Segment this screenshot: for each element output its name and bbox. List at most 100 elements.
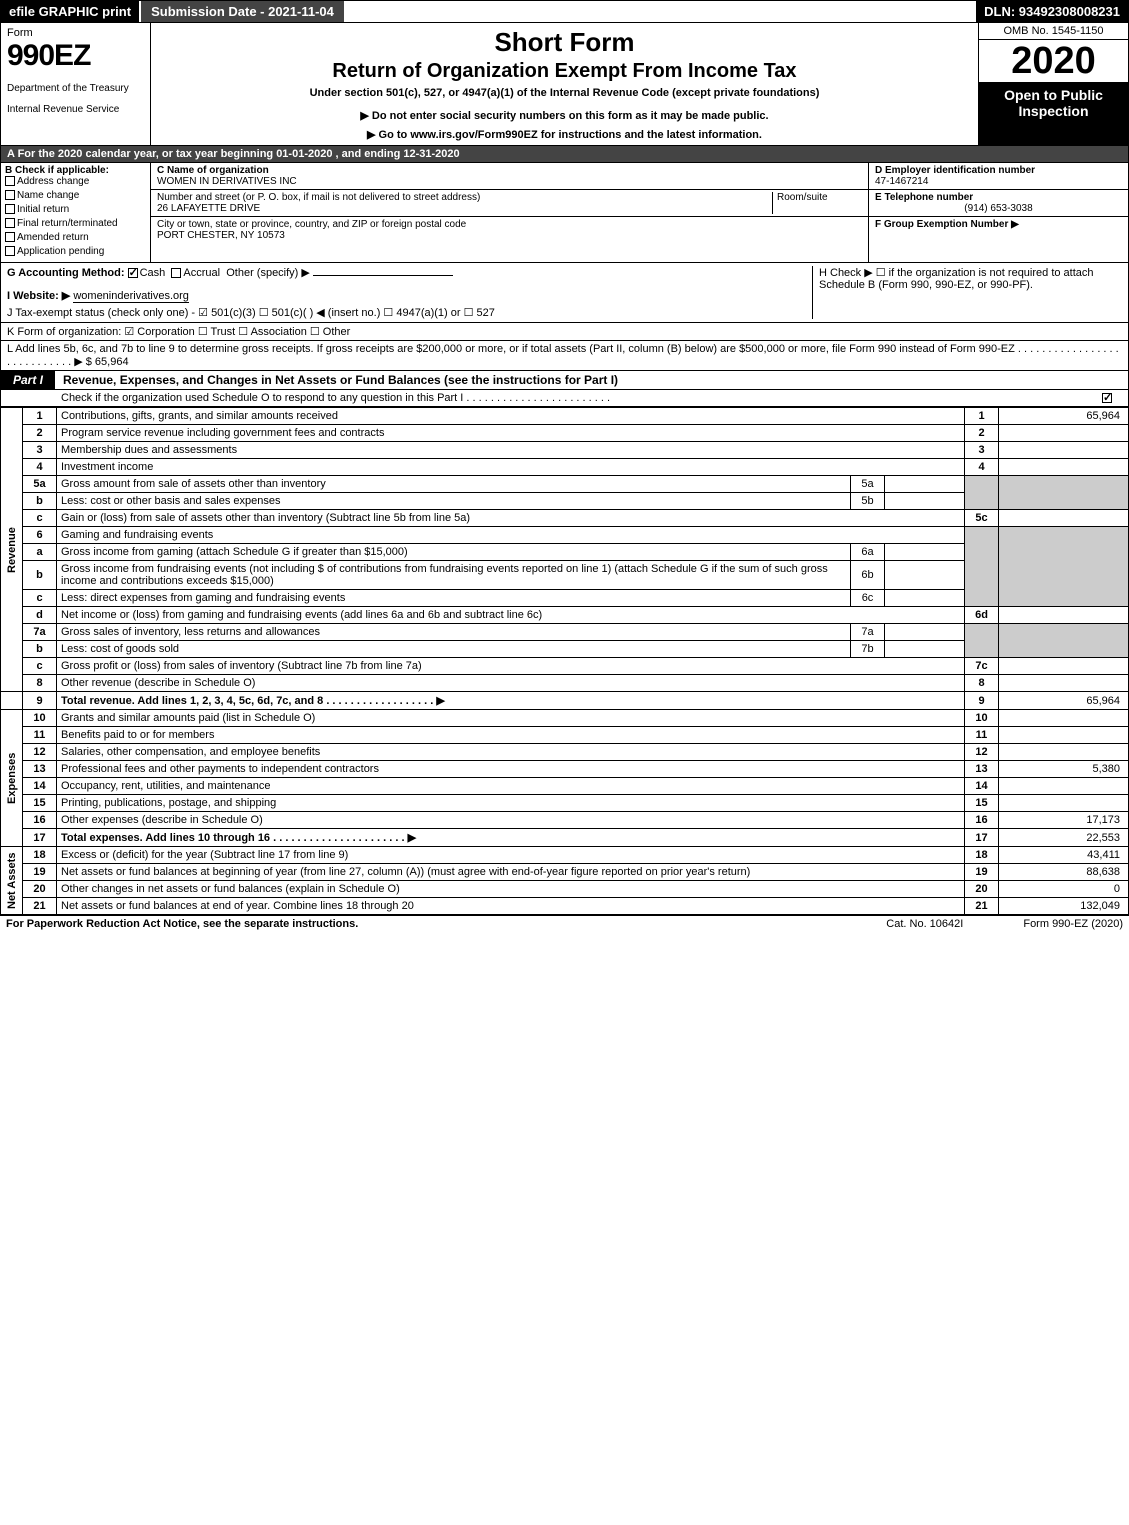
part1-tab: Part I bbox=[1, 371, 55, 389]
street: 26 LAFAYETTE DRIVE bbox=[157, 203, 260, 214]
row-a-tax-year: A For the 2020 calendar year, or tax yea… bbox=[0, 146, 1129, 163]
part1-subtitle: Check if the organization used Schedule … bbox=[0, 390, 1129, 407]
chk-accrual[interactable] bbox=[171, 268, 181, 278]
line-12-amt bbox=[999, 744, 1129, 761]
page-footer: For Paperwork Reduction Act Notice, see … bbox=[0, 915, 1129, 932]
line-7b-text: Less: cost of goods sold bbox=[57, 641, 851, 658]
line-4-amt bbox=[999, 459, 1129, 476]
part1-title: Revenue, Expenses, and Changes in Net As… bbox=[55, 371, 626, 389]
box-def: D Employer identification number 47-1467… bbox=[868, 163, 1128, 262]
box-b: B Check if applicable: Address change Na… bbox=[1, 163, 151, 262]
form-header: Form 990EZ Department of the Treasury In… bbox=[0, 23, 1129, 146]
efile-label[interactable]: efile GRAPHIC print bbox=[1, 1, 139, 22]
omb-number: OMB No. 1545-1150 bbox=[979, 23, 1128, 40]
chk-initial-return[interactable]: Initial return bbox=[5, 204, 146, 215]
line-5a-text: Gross amount from sale of assets other t… bbox=[57, 476, 851, 493]
line-6c-text: Less: direct expenses from gaming and fu… bbox=[57, 590, 851, 607]
line-2-text: Program service revenue including govern… bbox=[57, 425, 965, 442]
row-k: K Form of organization: ☑ Corporation ☐ … bbox=[0, 323, 1129, 341]
line-18-text: Excess or (deficit) for the year (Subtra… bbox=[57, 847, 965, 864]
line-7a-amt bbox=[885, 624, 965, 641]
line-3-text: Membership dues and assessments bbox=[57, 442, 965, 459]
chk-address-change[interactable]: Address change bbox=[5, 176, 146, 187]
subtitle: Under section 501(c), 527, or 4947(a)(1)… bbox=[159, 87, 970, 99]
chk-name-change[interactable]: Name change bbox=[5, 190, 146, 201]
line-14-amt bbox=[999, 778, 1129, 795]
line-9-amt: 65,964 bbox=[999, 692, 1129, 710]
group-exemption-label: F Group Exemption Number ▶ bbox=[875, 219, 1019, 230]
street-label: Number and street (or P. O. box, if mail… bbox=[157, 192, 480, 203]
line-15-amt bbox=[999, 795, 1129, 812]
g-label: G Accounting Method: bbox=[7, 267, 125, 279]
telephone: (914) 653-3038 bbox=[875, 203, 1122, 214]
line-11-text: Benefits paid to or for members bbox=[57, 727, 965, 744]
line-7c-text: Gross profit or (loss) from sales of inv… bbox=[57, 658, 965, 675]
lines-table: Revenue 1 Contributions, gifts, grants, … bbox=[0, 407, 1129, 915]
city-label: City or town, state or province, country… bbox=[157, 219, 466, 230]
ein: 47-1467214 bbox=[875, 176, 928, 187]
line-10-amt bbox=[999, 710, 1129, 727]
row-gh: G Accounting Method: Cash Accrual Other … bbox=[0, 263, 1129, 323]
line-8-text: Other revenue (describe in Schedule O) bbox=[57, 675, 965, 692]
chk-application-pending[interactable]: Application pending bbox=[5, 246, 146, 257]
line-6-text: Gaming and fundraising events bbox=[57, 527, 965, 544]
website[interactable]: womeninderivatives.org bbox=[73, 290, 189, 303]
chk-schedule-o[interactable] bbox=[1102, 393, 1112, 403]
line-21-text: Net assets or fund balances at end of ye… bbox=[57, 898, 965, 915]
row-g: G Accounting Method: Cash Accrual Other … bbox=[7, 266, 806, 319]
footer-catno: Cat. No. 10642I bbox=[886, 918, 1023, 930]
line-2-amt bbox=[999, 425, 1129, 442]
line-14-text: Occupancy, rent, utilities, and maintena… bbox=[57, 778, 965, 795]
line-6c-amt bbox=[885, 590, 965, 607]
line-13-text: Professional fees and other payments to … bbox=[57, 761, 965, 778]
top-bar: efile GRAPHIC print Submission Date - 20… bbox=[0, 0, 1129, 23]
form-number: 990EZ bbox=[7, 39, 144, 73]
line-6b-text: Gross income from fundraising events (no… bbox=[57, 561, 851, 590]
form-label: Form bbox=[7, 27, 144, 39]
row-h: H Check ▶ ☐ if the organization is not r… bbox=[812, 266, 1122, 319]
line-5c-text: Gain or (loss) from sale of assets other… bbox=[57, 510, 965, 527]
dept-label: Department of the Treasury bbox=[7, 83, 144, 94]
line-20-amt: 0 bbox=[999, 881, 1129, 898]
header-center: Short Form Return of Organization Exempt… bbox=[151, 23, 978, 145]
line-10-text: Grants and similar amounts paid (list in… bbox=[57, 710, 965, 727]
goto-link[interactable]: ▶ Go to www.irs.gov/Form990EZ for instru… bbox=[159, 128, 970, 141]
org-name-label: C Name of organization bbox=[157, 165, 269, 176]
line-19-amt: 88,638 bbox=[999, 864, 1129, 881]
line-7b-amt bbox=[885, 641, 965, 658]
line-17-text: Total expenses. Add lines 10 through 16 … bbox=[57, 829, 965, 847]
row-j: J Tax-exempt status (check only one) - ☑… bbox=[7, 306, 806, 319]
line-6d-text: Net income or (loss) from gaming and fun… bbox=[57, 607, 965, 624]
line-9-text: Total revenue. Add lines 1, 2, 3, 4, 5c,… bbox=[57, 692, 965, 710]
line-5b-amt bbox=[885, 493, 965, 510]
tel-label: E Telephone number bbox=[875, 192, 973, 203]
chk-amended-return[interactable]: Amended return bbox=[5, 232, 146, 243]
chk-cash[interactable] bbox=[128, 268, 138, 278]
line-18-amt: 43,411 bbox=[999, 847, 1129, 864]
short-form-title: Short Form bbox=[159, 27, 970, 58]
line-16-text: Other expenses (describe in Schedule O) bbox=[57, 812, 965, 829]
line-1-amt: 65,964 bbox=[999, 408, 1129, 425]
line-13-amt: 5,380 bbox=[999, 761, 1129, 778]
header-right: OMB No. 1545-1150 2020 Open to Public In… bbox=[978, 23, 1128, 145]
line-5b-text: Less: cost or other basis and sales expe… bbox=[57, 493, 851, 510]
line-21-amt: 132,049 bbox=[999, 898, 1129, 915]
box-c: C Name of organization WOMEN IN DERIVATI… bbox=[151, 163, 868, 262]
line-4-text: Investment income bbox=[57, 459, 965, 476]
chk-final-return[interactable]: Final return/terminated bbox=[5, 218, 146, 229]
ssn-warning: ▶ Do not enter social security numbers o… bbox=[159, 109, 970, 122]
line-6d-amt bbox=[999, 607, 1129, 624]
side-expenses: Expenses bbox=[1, 710, 23, 847]
line-6a-text: Gross income from gaming (attach Schedul… bbox=[57, 544, 851, 561]
side-revenue: Revenue bbox=[1, 408, 23, 692]
irs-label: Internal Revenue Service bbox=[7, 104, 144, 115]
city: PORT CHESTER, NY 10573 bbox=[157, 230, 285, 241]
line-1-ref: 1 bbox=[965, 408, 999, 425]
g-other: Other (specify) ▶ bbox=[226, 267, 310, 279]
part1-header: Part I Revenue, Expenses, and Changes in… bbox=[0, 371, 1129, 390]
line-1-text: Contributions, gifts, grants, and simila… bbox=[57, 408, 965, 425]
line-5a-amt bbox=[885, 476, 965, 493]
line-8-amt bbox=[999, 675, 1129, 692]
line-17-amt: 22,553 bbox=[999, 829, 1129, 847]
line-20-text: Other changes in net assets or fund bala… bbox=[57, 881, 965, 898]
